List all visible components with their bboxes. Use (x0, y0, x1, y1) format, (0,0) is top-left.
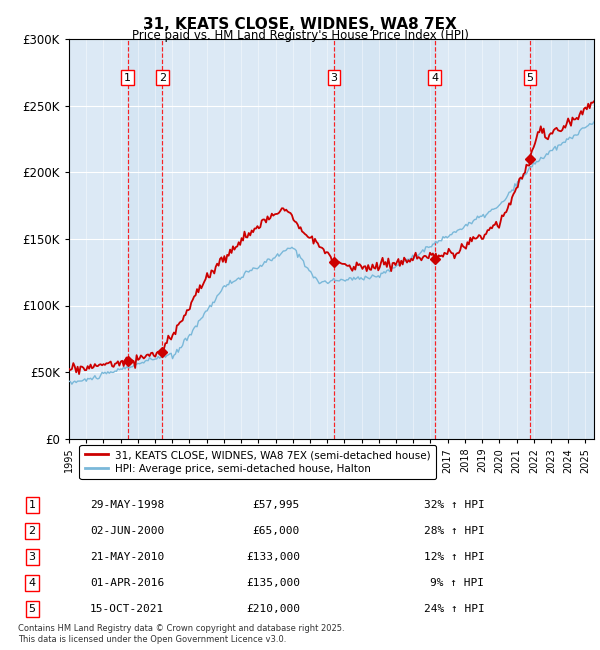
Text: 3: 3 (29, 552, 35, 562)
Text: 3: 3 (331, 73, 337, 83)
Legend: 31, KEATS CLOSE, WIDNES, WA8 7EX (semi-detached house), HPI: Average price, semi: 31, KEATS CLOSE, WIDNES, WA8 7EX (semi-d… (79, 445, 436, 480)
Text: 21-MAY-2010: 21-MAY-2010 (90, 552, 164, 562)
Text: 1: 1 (124, 73, 131, 83)
Text: £57,995: £57,995 (253, 500, 300, 510)
Text: £133,000: £133,000 (246, 552, 300, 562)
Text: 31, KEATS CLOSE, WIDNES, WA8 7EX: 31, KEATS CLOSE, WIDNES, WA8 7EX (143, 17, 457, 32)
Text: £210,000: £210,000 (246, 604, 300, 614)
Bar (334, 39, 435, 439)
Text: 2: 2 (159, 73, 166, 83)
Text: 4: 4 (29, 578, 36, 588)
Text: £135,000: £135,000 (246, 578, 300, 588)
Text: 02-JUN-2000: 02-JUN-2000 (90, 526, 164, 536)
Text: 24% ↑ HPI: 24% ↑ HPI (424, 604, 484, 614)
Text: £65,000: £65,000 (253, 526, 300, 536)
Text: 12% ↑ HPI: 12% ↑ HPI (424, 552, 484, 562)
Text: 2: 2 (29, 526, 36, 536)
Text: 9% ↑ HPI: 9% ↑ HPI (430, 578, 484, 588)
Text: 01-APR-2016: 01-APR-2016 (90, 578, 164, 588)
Text: 5: 5 (29, 604, 35, 614)
Text: 15-OCT-2021: 15-OCT-2021 (90, 604, 164, 614)
Bar (128, 39, 162, 439)
Text: 4: 4 (431, 73, 439, 83)
Text: 28% ↑ HPI: 28% ↑ HPI (424, 526, 484, 536)
Text: Price paid vs. HM Land Registry's House Price Index (HPI): Price paid vs. HM Land Registry's House … (131, 29, 469, 42)
Text: 5: 5 (527, 73, 533, 83)
Bar (530, 39, 594, 439)
Text: 32% ↑ HPI: 32% ↑ HPI (424, 500, 484, 510)
Text: Contains HM Land Registry data © Crown copyright and database right 2025.
This d: Contains HM Land Registry data © Crown c… (18, 624, 344, 644)
Text: 1: 1 (29, 500, 35, 510)
Text: 29-MAY-1998: 29-MAY-1998 (90, 500, 164, 510)
